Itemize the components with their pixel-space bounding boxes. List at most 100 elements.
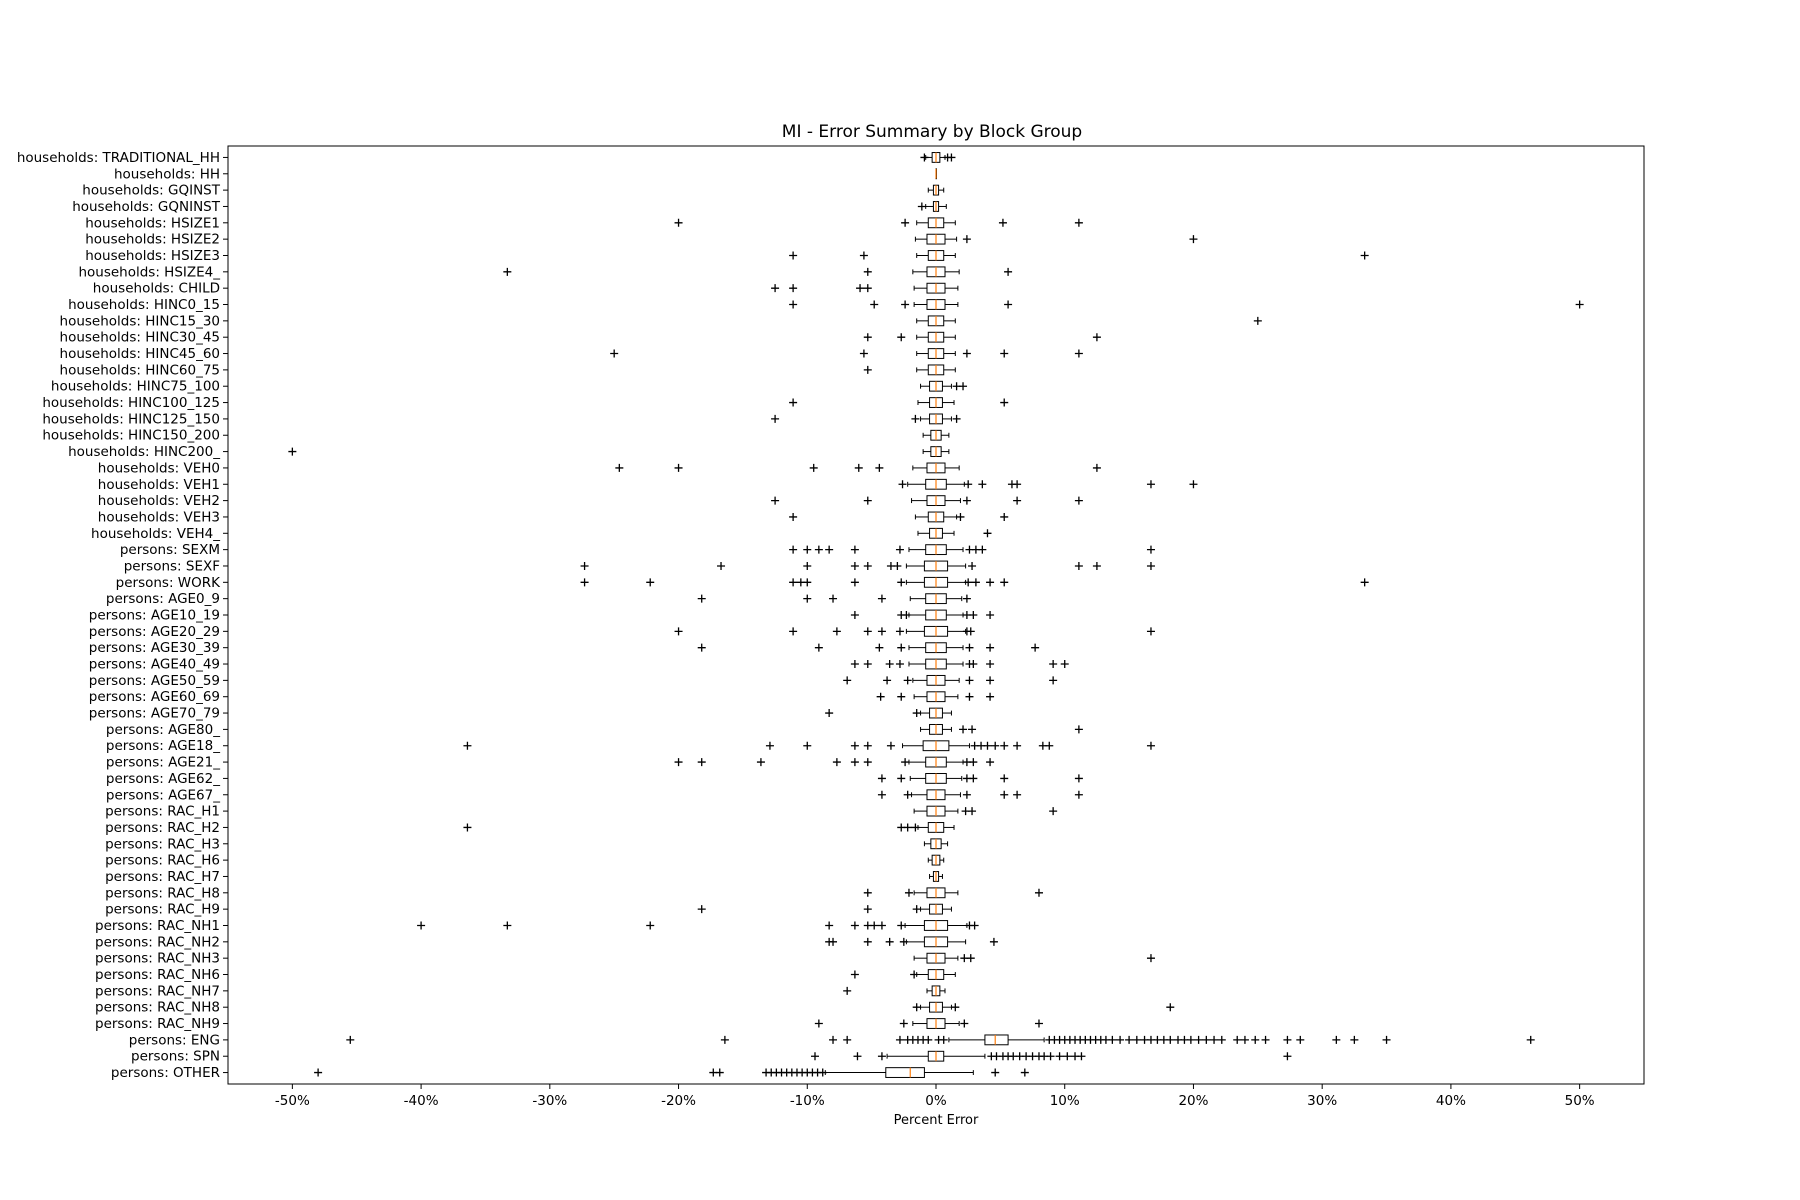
- y-tick-label: households: HINC0_15: [68, 297, 220, 313]
- flier-point: [825, 921, 834, 930]
- flier-point: [897, 333, 906, 342]
- flier-point: [1049, 676, 1058, 685]
- flier-point: [875, 463, 884, 472]
- flier-point: [863, 365, 872, 374]
- box-group: [463, 822, 955, 833]
- flier-point: [803, 545, 812, 554]
- flier-point: [959, 382, 968, 391]
- flier-point: [1166, 1003, 1175, 1012]
- flier-point: [803, 578, 812, 587]
- y-tick-label: households: GQINST: [82, 183, 220, 199]
- flier-point: [964, 480, 973, 489]
- box: [984, 1034, 1009, 1046]
- y-tick-label: persons: AGE20_29: [89, 624, 220, 640]
- flier-point: [850, 970, 859, 979]
- y-tick-label: persons: RAC_H2: [105, 820, 220, 836]
- box-group: [789, 544, 1155, 556]
- flier-point: [983, 529, 992, 538]
- box-group: [346, 1034, 1535, 1046]
- flier-point: [825, 545, 834, 554]
- flier-point: [1049, 807, 1058, 816]
- flier-point: [697, 594, 706, 603]
- flier-point: [1034, 1019, 1043, 1028]
- flier-point: [1233, 1035, 1242, 1044]
- flier-point: [1000, 512, 1009, 521]
- flier-point: [897, 643, 906, 652]
- x-tick-label: 10%: [1050, 1093, 1080, 1109]
- box-group: [843, 674, 1058, 686]
- flier-point: [803, 561, 812, 570]
- y-tick-label: households: HSIZE1: [85, 215, 220, 231]
- flier-point: [810, 1052, 819, 1061]
- flier-point: [962, 790, 971, 799]
- box-group: [610, 348, 1083, 359]
- flier-point: [1146, 561, 1155, 570]
- plot-area: [288, 152, 1584, 1078]
- flier-point: [1092, 561, 1101, 570]
- box-group: [810, 1050, 1292, 1062]
- flier-point: [1189, 480, 1198, 489]
- flier-point: [870, 921, 879, 930]
- flier-point: [986, 578, 995, 587]
- box: [885, 1067, 925, 1078]
- flier-point: [971, 578, 980, 587]
- flier-point: [818, 1068, 827, 1077]
- y-tick-label: households: VEH1: [98, 477, 220, 493]
- box-group: [877, 773, 1083, 784]
- box-group: [850, 969, 956, 980]
- flier-point: [843, 1035, 852, 1044]
- flier-point: [899, 1019, 908, 1028]
- flier-point: [911, 823, 920, 832]
- flier-point: [756, 758, 765, 767]
- flier-point: [850, 660, 859, 669]
- flier-point: [1074, 349, 1083, 358]
- box-group: [771, 413, 961, 425]
- flier-point: [1125, 1035, 1134, 1044]
- flier-point: [1253, 316, 1262, 325]
- box-group: [935, 168, 937, 180]
- flier-point: [850, 741, 859, 750]
- flier-point: [789, 251, 798, 260]
- flier-point: [720, 1035, 729, 1044]
- flier-point: [850, 921, 859, 930]
- box-group: [898, 478, 1198, 490]
- flier-point: [877, 790, 886, 799]
- flier-point: [970, 921, 979, 930]
- flier-point: [1074, 725, 1083, 734]
- flier-point: [1360, 578, 1369, 587]
- flier-point: [1000, 398, 1009, 407]
- flier-point: [959, 725, 968, 734]
- y-tick-label: households: HSIZE3: [85, 248, 220, 264]
- flier-point: [1074, 496, 1083, 505]
- flier-point: [771, 414, 780, 423]
- flier-point: [901, 218, 910, 227]
- y-tick-label: persons: RAC_H9: [105, 902, 220, 918]
- box-group: [697, 903, 952, 915]
- box-group: [920, 380, 968, 392]
- x-tick-label: -10%: [790, 1093, 825, 1109]
- flier-point: [877, 627, 886, 636]
- flier-point: [1240, 1035, 1249, 1044]
- flier-point: [463, 741, 472, 750]
- flier-point: [503, 267, 512, 276]
- flier-point: [917, 202, 926, 211]
- box-group: [917, 201, 947, 212]
- flier-point: [978, 545, 987, 554]
- flier-point: [1004, 267, 1013, 276]
- box-group: [863, 887, 1043, 899]
- flier-point: [856, 284, 865, 293]
- y-tick-label: households: HINC30_45: [60, 330, 220, 346]
- flier-point: [986, 660, 995, 669]
- flier-point: [863, 627, 872, 636]
- flier-point: [1283, 1052, 1292, 1061]
- y-tick-label: households: HINC100_125: [42, 395, 220, 411]
- y-tick-label: persons: AGE10_19: [89, 608, 220, 624]
- flier-point: [986, 643, 995, 652]
- flier-point: [814, 643, 823, 652]
- box-group: [674, 756, 995, 768]
- flier-point: [1146, 741, 1155, 750]
- y-tick-label: persons: AGE67_: [106, 787, 220, 803]
- flier-point: [346, 1035, 355, 1044]
- flier-point: [1332, 1035, 1341, 1044]
